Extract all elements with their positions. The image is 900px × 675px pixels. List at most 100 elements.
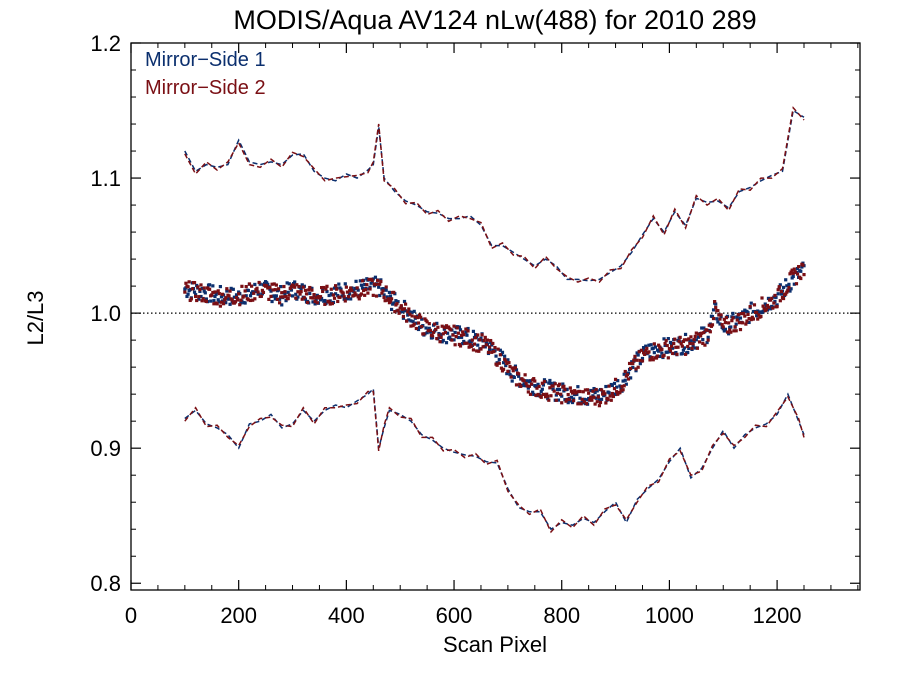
data-point — [313, 299, 317, 304]
data-point — [731, 311, 735, 316]
data-point — [414, 321, 418, 325]
data-point — [660, 347, 664, 351]
upper-envelope-series-2 — [184, 106, 805, 283]
data-point — [542, 378, 547, 382]
data-point — [353, 286, 357, 291]
data-point — [743, 314, 747, 318]
data-point — [652, 342, 656, 346]
data-point — [503, 357, 507, 361]
data-point — [294, 292, 298, 296]
data-point — [534, 393, 538, 397]
data-point — [383, 299, 387, 303]
data-point — [727, 321, 731, 325]
data-point — [473, 333, 478, 337]
data-point — [302, 296, 306, 300]
data-point — [262, 281, 267, 285]
data-point — [576, 402, 580, 406]
data-point — [451, 333, 455, 337]
y-tick-label: 1.2 — [90, 31, 121, 56]
data-point — [500, 350, 505, 354]
data-point — [697, 340, 702, 344]
data-point — [287, 293, 291, 297]
data-point — [266, 286, 270, 290]
data-point — [237, 290, 241, 294]
data-point — [787, 286, 791, 290]
data-point — [677, 339, 681, 343]
data-point — [284, 294, 288, 299]
data-point — [219, 295, 224, 299]
data-point — [208, 287, 212, 291]
data-point — [277, 301, 282, 305]
data-point — [555, 387, 560, 392]
data-point — [711, 316, 716, 321]
data-point — [490, 350, 494, 354]
data-point — [711, 308, 716, 312]
data-point — [298, 292, 302, 296]
data-point — [570, 400, 575, 405]
data-point — [569, 389, 574, 393]
data-point — [585, 388, 590, 392]
data-point — [458, 344, 463, 348]
data-point — [300, 297, 304, 301]
data-point — [548, 378, 552, 383]
chart-title: MODIS/Aqua AV124 nLw(488) for 2010 289 — [233, 5, 756, 35]
data-point — [296, 290, 300, 294]
data-point — [371, 293, 375, 297]
data-point — [476, 333, 480, 337]
data-point — [373, 282, 378, 287]
data-point — [535, 386, 539, 390]
data-point — [309, 296, 313, 300]
data-point — [778, 283, 782, 287]
data-point — [506, 369, 510, 373]
data-point — [261, 290, 266, 295]
data-point — [328, 302, 332, 306]
y-axis-label: L2/L3 — [23, 290, 48, 345]
data-point — [503, 354, 507, 358]
data-point — [542, 379, 547, 384]
data-point — [359, 292, 364, 296]
data-point — [243, 301, 247, 305]
data-point — [379, 278, 383, 282]
data-point — [687, 346, 691, 351]
data-point — [479, 347, 483, 351]
data-point — [738, 327, 743, 332]
data-point — [735, 315, 739, 319]
data-point — [403, 309, 408, 313]
data-point — [526, 386, 530, 390]
data-point — [637, 350, 641, 354]
data-point — [267, 297, 271, 301]
data-point — [518, 382, 522, 386]
data-point — [374, 294, 379, 298]
data-point — [270, 282, 274, 286]
data-point — [204, 299, 208, 304]
data-point — [539, 395, 543, 399]
envelope-layer — [184, 106, 805, 534]
data-point — [597, 398, 602, 402]
data-point — [793, 270, 797, 274]
data-point — [271, 288, 275, 292]
data-point — [652, 351, 656, 355]
data-point — [358, 279, 362, 283]
data-point — [400, 307, 404, 311]
data-point — [417, 313, 422, 317]
data-point — [629, 366, 633, 371]
data-point — [396, 300, 400, 304]
data-point — [756, 317, 760, 321]
data-point — [346, 295, 351, 299]
data-point — [694, 331, 698, 335]
data-point — [483, 345, 487, 349]
data-point — [762, 306, 766, 310]
data-point — [499, 366, 504, 370]
data-point — [504, 359, 508, 363]
data-point — [341, 291, 345, 295]
data-point — [244, 294, 248, 298]
data-point — [338, 295, 342, 299]
data-point — [669, 342, 674, 346]
data-point — [751, 317, 755, 321]
data-point — [501, 367, 506, 371]
data-point — [431, 330, 436, 334]
data-point — [640, 359, 645, 363]
data-point — [195, 298, 199, 303]
data-point — [616, 379, 620, 383]
